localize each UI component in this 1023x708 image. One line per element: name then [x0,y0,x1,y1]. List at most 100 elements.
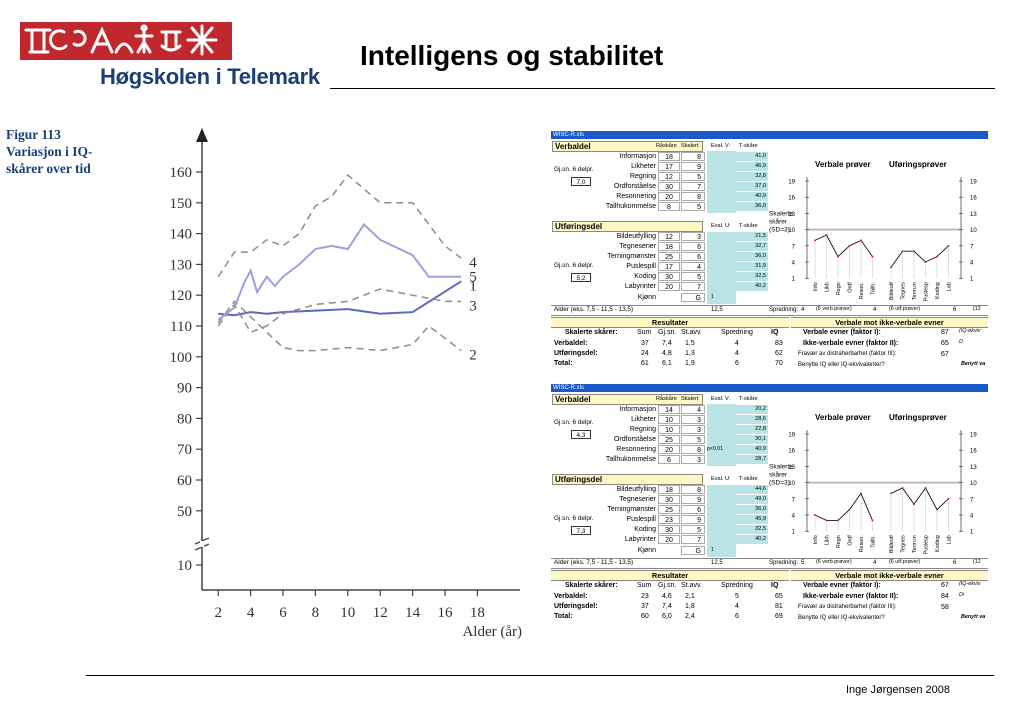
result-cell: 4,8 [662,350,672,357]
gjsn-value-box: 7,3 [571,526,591,535]
plot-y-tick-label: 4 [970,514,974,520]
title-underline [330,88,995,89]
x-tick-label: 10 [340,605,355,621]
scaled-score: 3 [681,425,705,434]
plot-x-label: Koding [935,535,941,552]
plot-point [814,514,816,516]
subtest-profile-plot: Verbale prøver Uføringsprøver 19 19 16 16 13 13… [769,160,977,301]
raw-score: 12 [658,172,680,181]
spredning-label: Spredning: [769,307,799,313]
plot-y-label: Skalerte [769,210,793,217]
plot-y-tick-label: 13 [788,212,795,218]
kjonn-value: G [681,546,705,555]
spredning-cut: (12 [973,306,981,312]
wisc-panel-1: WISC-R.xls Verbaldel Råskåre Skalert Eval. V… [551,131,988,380]
row-label: Terningmønster [607,253,656,260]
col-header-t: T-skåre [739,396,758,402]
resultater-header: Resultater [551,570,789,581]
alder-row: Alder (eks. 7,5 - 11,5 - 13,5) 12,5 Spredn… [551,305,988,316]
series-label-2: 2 [469,348,477,364]
plot-x-label: Ordf [848,282,854,293]
evner-note: Di [959,592,965,598]
section-verbaldel: Verbaldel [552,394,703,405]
spredning-total: 6 [953,560,957,566]
plot-point [814,239,816,242]
kjonn-num: 1 [711,294,714,300]
plot-y-tick-label: 13 [970,212,977,218]
plot-title-utf: Uføringsprøver [889,413,947,422]
spredning-cut: (12 [973,559,981,565]
table-row: Likheter 10 3 28,6 [551,415,791,424]
window-title: WISC-R.xls [551,131,988,139]
section-utforingsdel: Utføringsdel [552,221,703,232]
t-score: 36,0 [736,505,768,514]
table-row: Terningmønster 25 6 36,0 [551,252,791,261]
scaled-score: 5 [681,202,705,211]
plot-point [825,519,828,522]
row-label: Tegneserier [619,496,656,503]
caption-line: skårer over tid [6,161,91,176]
table-row: Ordforståelse 30 7 37,0 [551,182,791,191]
result-cell: 1,8 [685,603,695,610]
result-cell: 5 [735,593,739,600]
result-cell: 1,5 [685,340,695,347]
kjonn-value: G [681,293,705,302]
result-col-header: IQ [771,329,779,336]
plot-y-tick-label: 16 [788,196,795,202]
plot-y-tick-label: 4 [792,261,796,267]
result-row-label: Verbaldel: [554,593,588,600]
t-score: 36,0 [736,202,768,211]
plot-y-tick-label: 7 [792,244,796,250]
plot-x-label: Reson. [859,535,865,552]
alder-value: 12,5 [711,307,723,313]
raw-score: 25 [658,252,680,261]
table-row: Regning 12 5 32,8 [551,172,791,181]
alder-row: Alder (eks. 7,5 - 11,5 - 13,5) 12,5 Spredn… [551,558,988,569]
gjsn-label: Gj.sn. 6 delpr. [554,262,594,269]
row-label: Tegneserier [619,243,656,250]
scaled-score: 3 [681,415,705,424]
plot-x-label: Term.m [912,282,918,300]
plot-point [860,492,862,495]
raw-score: 17 [658,162,680,171]
result-cell: 70 [775,360,783,367]
table-row: Puslespill 23 9 45,9 [551,515,791,524]
result-col-header: Gj.sn. [658,582,677,589]
eval-column [707,232,736,304]
evner-label: Fravær av distraherbarhet (faktor III): [798,604,897,610]
result-cell: 4 [735,340,739,347]
plot-x-label: Tegnes [901,282,907,300]
plot-point [848,244,851,247]
result-row-label: Total: [554,360,573,367]
plot-point [860,239,862,242]
plot-x-label: Likh [825,282,831,292]
table-row: Informasjon 14 4 20,2 [551,405,791,414]
result-row-label: Utføringsdel: [554,350,598,357]
plot-x-label: Regn [836,282,842,295]
scaled-score: 3 [681,232,705,241]
row-label: Bildeutfylling [616,233,656,240]
result-cell: 6 [735,360,739,367]
scaled-score: 5 [681,272,705,281]
plot-x-label: Likh [825,535,831,545]
plot-x-label: Regn [836,535,842,548]
result-cell: 1,9 [685,360,695,367]
t-score: 31,9 [736,262,768,271]
table-row: Ordforståelse 25 5 30,1 [551,435,791,444]
result-cell: 2,4 [685,613,695,620]
raw-score: 6 [658,455,680,464]
author-credit: Inge Jørgensen 2008 [846,684,950,696]
y-tick-label: 130 [170,257,193,273]
gjsn-value-box: 5,2 [571,273,591,282]
row-label: Tallhukommelse [605,203,656,210]
table-row: Tallhukommelse 6 3 28,7 [551,455,791,464]
evner-label: Verbale evner (faktor I): [803,582,881,589]
evner-value: 67 [941,582,949,589]
row-label: Koding [634,526,656,533]
row-label: Bildeutfylling [616,486,656,493]
x-tick-label: 8 [312,605,320,621]
scaled-score: 7 [681,535,705,544]
kjonn-label: Kjønn [637,294,656,301]
scaled-score: 8 [681,192,705,201]
plot-y-tick-label: 16 [970,449,977,455]
